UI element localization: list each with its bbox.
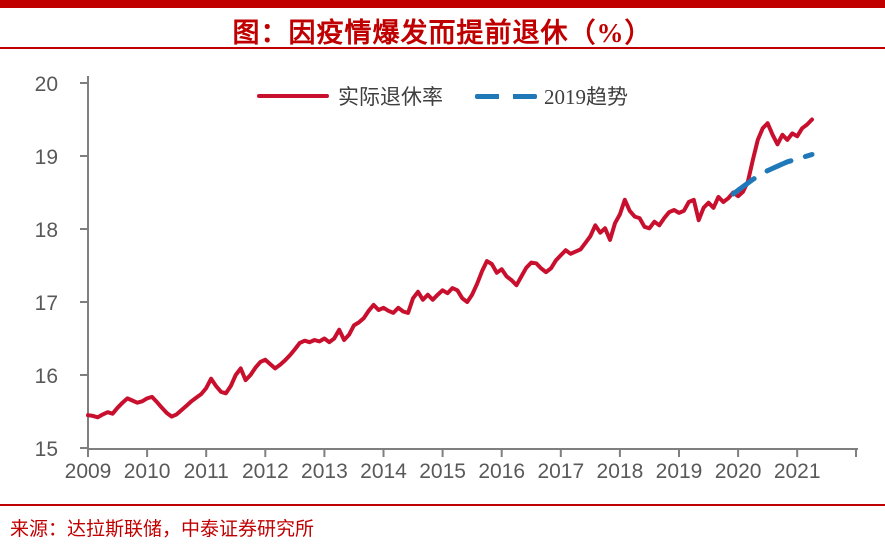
x-tick-label: 2019 [656, 460, 703, 483]
y-tick-label: 17 [35, 292, 58, 315]
title-divider [0, 47, 885, 49]
x-tick-label: 2010 [124, 460, 171, 483]
y-tick-label: 16 [35, 365, 58, 388]
legend: 实际退休率 2019趋势 [0, 81, 885, 111]
x-tick-label: 2012 [242, 460, 289, 483]
legend-swatch-trend-line [475, 93, 537, 99]
x-tick-label: 2016 [478, 460, 525, 483]
legend-label-actual: 实际退休率 [338, 85, 443, 109]
x-tick-label: 2014 [360, 460, 407, 483]
y-tick-label: 15 [35, 438, 58, 461]
legend-label-trend: 2019趋势 [544, 85, 628, 109]
legend-swatch-actual-line [257, 94, 329, 98]
top-border [0, 0, 885, 8]
x-tick-label: 2013 [301, 460, 348, 483]
x-tick-label: 2021 [774, 460, 821, 483]
source-note: 来源：达拉斯联储，中泰证券研究所 [10, 519, 315, 540]
y-tick-label: 18 [35, 219, 58, 242]
x-tick-label: 2011 [184, 460, 229, 483]
x-tick-label: 2017 [537, 460, 584, 483]
x-tick-label: 2009 [65, 460, 112, 483]
source-divider [0, 504, 885, 506]
x-tick-label: 2015 [419, 460, 466, 483]
y-tick-label: 19 [35, 146, 58, 169]
y-tick-label: 20 [35, 73, 58, 96]
series-trend-2019 [730, 152, 815, 197]
x-tick-label: 2020 [715, 460, 762, 483]
series-actual-retirement-rate [86, 117, 814, 420]
chart-title: 图：因疫情爆发而提前退休（%） [232, 18, 653, 48]
x-tick-label: 2018 [597, 460, 644, 483]
